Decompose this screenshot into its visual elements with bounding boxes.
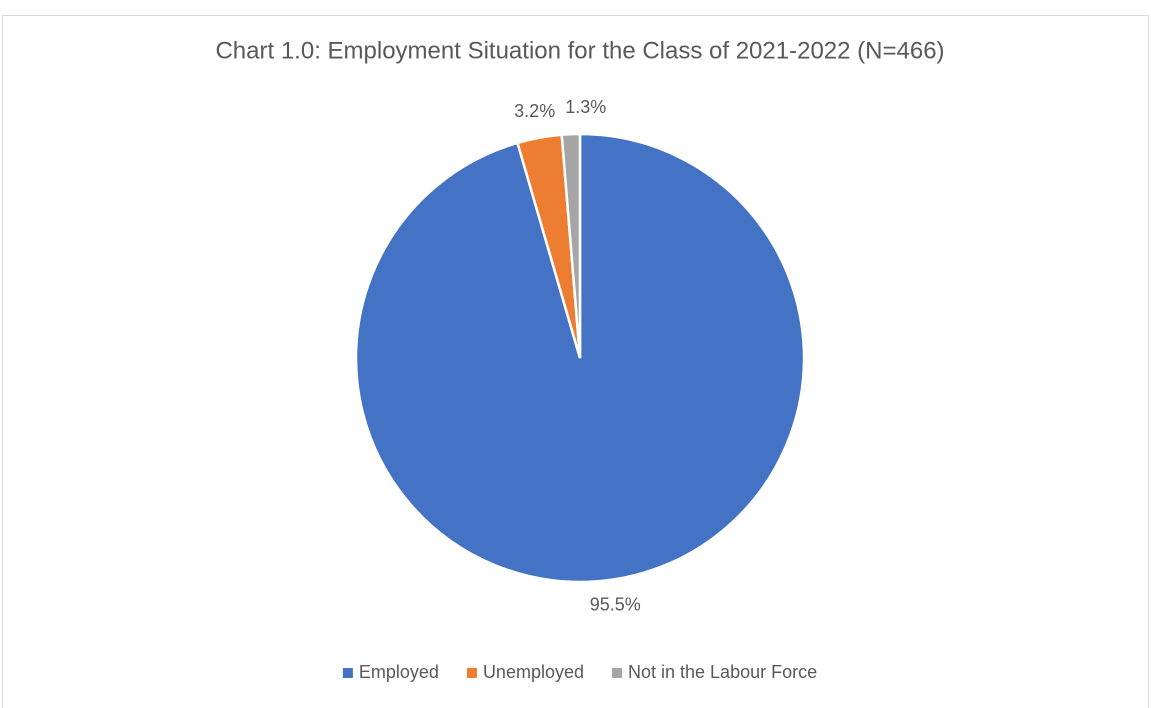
- legend-label: Not in the Labour Force: [628, 662, 817, 682]
- pie-slice: [354, 132, 806, 584]
- legend-swatch: [612, 668, 622, 678]
- data-label: 95.5%: [590, 594, 641, 614]
- legend-label: Unemployed: [483, 662, 584, 682]
- legend-swatch: [342, 668, 353, 678]
- legend-swatch: [466, 668, 477, 678]
- chart-title: Chart 1.0: Employment Situation for the …: [215, 37, 944, 64]
- pie-slice: [560, 132, 582, 359]
- legend: Employed Unemployed Not in the Labour Forc…: [342, 662, 817, 682]
- data-label: 1.3%: [565, 97, 606, 117]
- data-label: 3.2%: [514, 101, 555, 121]
- legend-label: Employed: [359, 662, 439, 682]
